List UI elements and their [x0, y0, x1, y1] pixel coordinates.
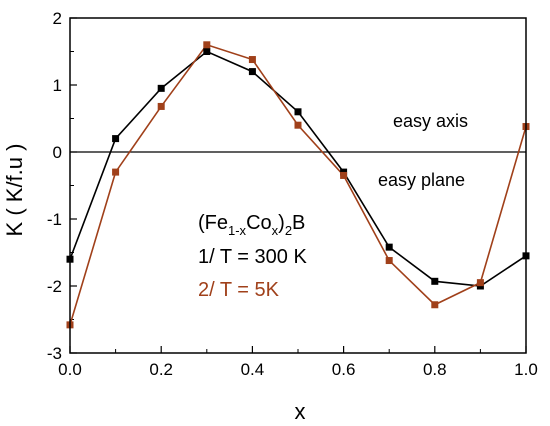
x-tick-label: 0.0 — [58, 360, 82, 379]
tick-labels: 0.0 0.2 0.4 0.6 0.8 1.0 -3 -2 -1 0 1 2 — [47, 9, 538, 379]
series-2-point — [431, 301, 439, 309]
y-tick-label: -2 — [47, 277, 62, 296]
compound-suffix: B — [292, 212, 305, 234]
x-tick-label: 0.6 — [332, 360, 356, 379]
y-tick-label: -1 — [47, 210, 62, 229]
legend-series-1: 1/ T = 300 K — [198, 246, 307, 268]
series-1-point — [294, 108, 302, 116]
y-tick-label: -3 — [47, 344, 62, 363]
y-tick-label: 0 — [53, 143, 62, 162]
series-2-point — [476, 279, 484, 287]
series-2-point — [340, 171, 348, 179]
series-1-point — [248, 68, 256, 76]
series-2-point — [157, 102, 165, 110]
x-tick-label: 0.2 — [149, 360, 173, 379]
x-axis-title: x — [295, 399, 306, 424]
compound-sub1: 1-x — [228, 223, 247, 238]
y-tick-label: 2 — [53, 9, 62, 28]
compound-mid2: ) — [278, 212, 285, 234]
legend-series-2: 2/ T = 5K — [198, 279, 280, 301]
series-1-point — [385, 243, 393, 251]
series-1-point — [203, 48, 211, 55]
series-2-point — [248, 56, 256, 64]
annotation-easy-plane: easy plane — [378, 170, 465, 190]
compound-prefix: (Fe — [198, 212, 228, 234]
series-2-point — [203, 41, 211, 49]
series-2-point — [385, 257, 393, 265]
x-tick-label: 0.4 — [241, 360, 265, 379]
compound-sub2: x — [272, 223, 279, 238]
y-tick-label: 1 — [53, 76, 62, 95]
series-1-point — [112, 135, 120, 143]
compound-mid: Co — [246, 212, 272, 234]
x-tick-label: 0.8 — [423, 360, 447, 379]
series-2-point — [294, 121, 302, 129]
legend-compound: (Fe1-xCox)2B — [198, 212, 305, 238]
x-tick-label: 1.0 — [514, 360, 538, 379]
compound-sub3: 2 — [285, 223, 292, 238]
series-1-point — [157, 84, 165, 92]
plot-frame — [69, 17, 527, 354]
series-1-point — [431, 277, 439, 285]
series-2-point — [112, 168, 120, 176]
y-axis-title: K ( K/f.u ) — [2, 144, 27, 237]
annotation-easy-axis: easy axis — [393, 111, 468, 131]
